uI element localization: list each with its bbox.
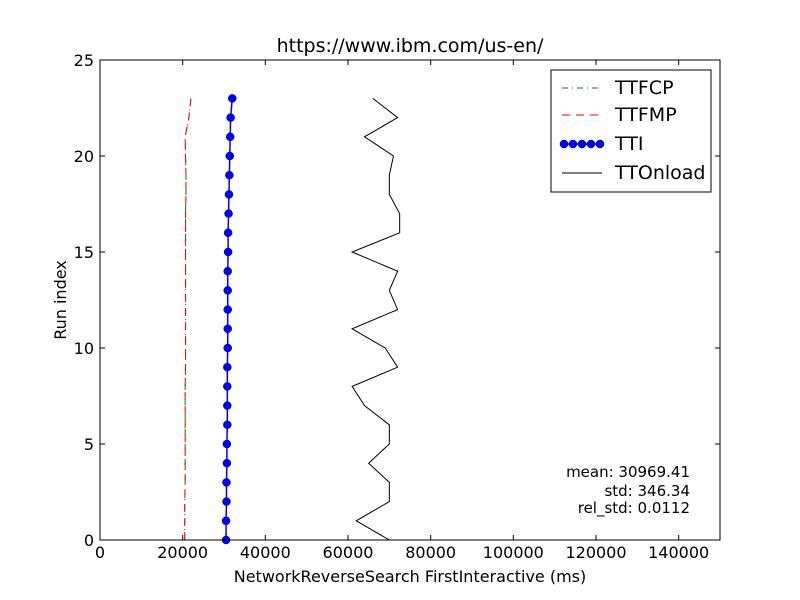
data-point-tti bbox=[222, 478, 231, 487]
data-point-tti bbox=[223, 247, 233, 257]
data-point-tti bbox=[222, 439, 232, 449]
chart-title: https://www.ibm.com/us-en/ bbox=[277, 35, 544, 57]
series-line-ttonload bbox=[350, 98, 401, 541]
stat-rel-std: rel_std: 0.0112 bbox=[578, 499, 690, 518]
legend-marker-tti-3 bbox=[577, 139, 587, 149]
x-tick-label: 80000 bbox=[405, 543, 456, 562]
data-point-tti bbox=[225, 170, 234, 180]
y-tick-label: 0 bbox=[84, 531, 94, 550]
data-point-tti bbox=[221, 516, 231, 526]
legend-label-ttfmp: TTFMP bbox=[614, 104, 677, 126]
legend-marker-tti-5 bbox=[595, 139, 605, 149]
data-point-tti bbox=[224, 209, 233, 218]
data-point-tti bbox=[225, 132, 235, 142]
data-point-tti bbox=[222, 458, 232, 468]
series-line-ttfmp bbox=[184, 98, 192, 540]
y-tick-label: 15 bbox=[74, 243, 94, 262]
x-axis-label: NetworkReverseSearch FirstInteractive (m… bbox=[234, 567, 587, 586]
data-point-tti bbox=[223, 228, 233, 238]
x-tick-label: 40000 bbox=[240, 543, 291, 562]
stats-annotation: mean: 30969.41 std: 346.34 rel_std: 0.01… bbox=[566, 463, 690, 518]
data-point-tti bbox=[223, 362, 232, 372]
legend-box bbox=[550, 69, 712, 193]
data-point-tti bbox=[223, 382, 232, 391]
y-axis-label: Run index bbox=[51, 260, 70, 340]
data-point-tti bbox=[223, 401, 232, 410]
data-point-tti bbox=[224, 190, 234, 199]
legend-marker-tti-1 bbox=[559, 139, 569, 149]
x-tick-label: 140000 bbox=[648, 543, 709, 562]
stat-mean: mean: 30969.41 bbox=[566, 463, 690, 481]
ticks-layer: 0 20000 40000 60000 80000 100000 120000 140000 0… bbox=[74, 51, 720, 562]
series-line-ttfcp bbox=[184, 98, 192, 540]
y-tick-label: 20 bbox=[74, 147, 94, 166]
x-tick-label: 120000 bbox=[565, 543, 626, 562]
legend: TTFCP TTFMP TTI TTOnload bbox=[550, 69, 712, 193]
legend-marker-tti-2 bbox=[568, 139, 578, 149]
data-point-tti bbox=[223, 343, 232, 353]
legend-label-tti: TTI bbox=[614, 133, 643, 155]
y-tick-label: 5 bbox=[84, 435, 94, 454]
data-point-tti bbox=[223, 305, 232, 314]
data-point-tti bbox=[223, 286, 232, 295]
x-tick-label: 60000 bbox=[323, 543, 374, 562]
stat-std: std: 346.34 bbox=[604, 482, 690, 500]
series-layer bbox=[184, 94, 401, 545]
data-point-tti bbox=[223, 420, 232, 430]
legend-label-ttonload: TTOnload bbox=[614, 162, 705, 184]
y-tick-label: 10 bbox=[74, 339, 94, 358]
y-tick-label: 25 bbox=[74, 51, 94, 70]
data-point-tti bbox=[228, 94, 237, 103]
legend-marker-tti-4 bbox=[586, 139, 596, 149]
data-point-tti bbox=[226, 113, 235, 122]
legend-label-ttfcp: TTFCP bbox=[614, 77, 674, 99]
x-tick-label: 100000 bbox=[483, 543, 544, 562]
x-tick-label: 20000 bbox=[157, 543, 208, 562]
x-tick-label: 0 bbox=[95, 543, 105, 562]
data-point-tti bbox=[223, 266, 232, 276]
data-point-tti bbox=[225, 151, 235, 161]
data-point-tti bbox=[223, 324, 232, 334]
plot-frame bbox=[99, 59, 721, 541]
data-point-tti bbox=[222, 497, 231, 506]
